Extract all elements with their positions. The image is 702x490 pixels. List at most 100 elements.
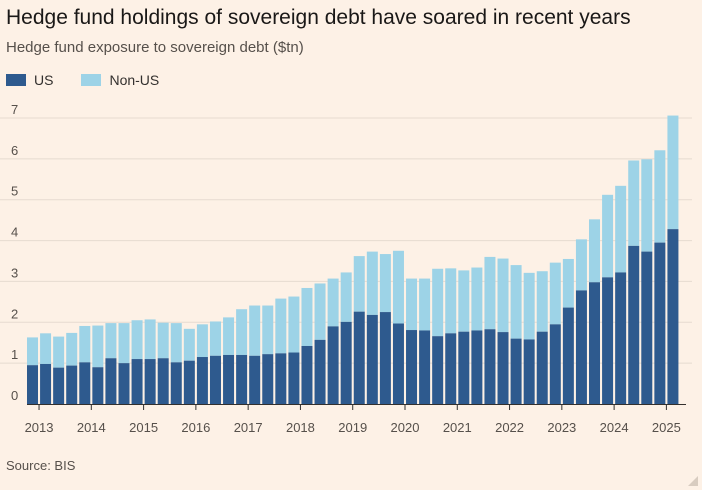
bar-us-2014Q3 bbox=[118, 363, 130, 404]
bar-non-us-2013Q4 bbox=[79, 325, 91, 363]
bar-non-us-2017Q2 bbox=[262, 305, 274, 355]
bar-us-2018Q4 bbox=[340, 321, 352, 404]
bar-us-2017Q3 bbox=[275, 353, 287, 404]
legend-item-us: US bbox=[6, 72, 53, 88]
bar-us-2019Q2 bbox=[366, 314, 378, 404]
bar-us-2015Q3 bbox=[170, 362, 182, 404]
bar-non-us-2023Q4 bbox=[602, 194, 614, 278]
bar-non-us-2019Q1 bbox=[353, 256, 365, 312]
bar-us-2022Q4 bbox=[549, 324, 561, 404]
bar-us-2015Q2 bbox=[157, 358, 169, 404]
bar-us-2019Q3 bbox=[379, 312, 391, 404]
y-tick-label-0: 0 bbox=[11, 388, 18, 403]
bar-non-us-2016Q3 bbox=[223, 317, 235, 355]
bar-non-us-2018Q1 bbox=[301, 287, 313, 346]
x-tick-label-2023: 2023 bbox=[547, 420, 576, 435]
bar-us-2021Q4 bbox=[497, 332, 509, 404]
bar-non-us-2017Q3 bbox=[275, 298, 287, 354]
bar-us-2021Q1 bbox=[458, 331, 470, 404]
bar-us-2016Q3 bbox=[223, 354, 235, 404]
x-tick-label-2018: 2018 bbox=[286, 420, 315, 435]
bar-non-us-2023Q2 bbox=[575, 239, 587, 291]
bar-us-2016Q4 bbox=[236, 354, 248, 404]
bar-non-us-2020Q3 bbox=[432, 268, 444, 337]
y-tick-label-7: 7 bbox=[11, 102, 18, 117]
bar-non-us-2015Q4 bbox=[183, 328, 195, 361]
bar-us-2021Q2 bbox=[471, 330, 483, 404]
bar-non-us-2016Q4 bbox=[236, 309, 248, 355]
bar-non-us-2024Q4 bbox=[654, 150, 666, 243]
bar-non-us-2024Q1 bbox=[615, 185, 627, 273]
bar-us-2024Q2 bbox=[628, 245, 640, 404]
bar-us-2014Q2 bbox=[105, 358, 117, 404]
bar-non-us-2013Q3 bbox=[66, 332, 78, 366]
bar-non-us-2013Q2 bbox=[53, 336, 65, 368]
bar-us-2013Q1 bbox=[40, 363, 52, 404]
x-tick-label-2017: 2017 bbox=[234, 420, 263, 435]
bar-us-2022Q1 bbox=[510, 338, 522, 404]
bar-us-2020Q2 bbox=[419, 330, 431, 404]
bar-us-2023Q2 bbox=[575, 290, 587, 404]
bar-non-us-2021Q4 bbox=[497, 258, 509, 333]
bar-us-2023Q1 bbox=[562, 307, 574, 404]
bar-non-us-2016Q2 bbox=[209, 321, 221, 356]
bar-non-us-2020Q4 bbox=[445, 268, 457, 334]
bar-non-us-2022Q2 bbox=[523, 272, 535, 340]
bar-us-2018Q1 bbox=[301, 345, 313, 404]
bar-us-2014Q4 bbox=[131, 359, 143, 404]
bar-non-us-2024Q3 bbox=[641, 159, 653, 252]
bar-non-us-2024Q2 bbox=[628, 160, 640, 246]
bar-non-us-2016Q1 bbox=[196, 324, 208, 358]
x-tick-label-2013: 2013 bbox=[25, 420, 54, 435]
bar-us-2016Q1 bbox=[196, 357, 208, 404]
bar-us-2024Q4 bbox=[654, 242, 666, 404]
bar-us-2017Q2 bbox=[262, 354, 274, 404]
bar-non-us-2018Q3 bbox=[327, 278, 339, 327]
bar-us-2013Q2 bbox=[53, 367, 65, 404]
y-tick-label-1: 1 bbox=[11, 347, 18, 362]
bar-us-2020Q4 bbox=[445, 333, 457, 404]
bar-non-us-2012Q4 bbox=[27, 337, 38, 366]
y-tick-label-5: 5 bbox=[11, 184, 18, 199]
bar-non-us-2014Q4 bbox=[131, 320, 143, 360]
bar-non-us-2017Q4 bbox=[288, 296, 300, 353]
bar-non-us-2014Q2 bbox=[105, 323, 117, 359]
bar-us-2013Q3 bbox=[66, 365, 78, 404]
bar-us-2019Q1 bbox=[353, 311, 365, 404]
bar-us-2020Q3 bbox=[432, 336, 444, 404]
x-tick-label-2016: 2016 bbox=[181, 420, 210, 435]
bar-non-us-2022Q1 bbox=[510, 265, 522, 339]
bar-non-us-2021Q1 bbox=[458, 270, 470, 332]
x-tick-label-2025: 2025 bbox=[652, 420, 681, 435]
bar-us-2017Q1 bbox=[249, 355, 261, 404]
bar-us-2022Q2 bbox=[523, 339, 535, 404]
bar-us-2024Q3 bbox=[641, 251, 653, 404]
bar-non-us-2018Q2 bbox=[314, 283, 326, 340]
bar-us-2013Q4 bbox=[79, 362, 91, 404]
bar-non-us-2020Q1 bbox=[406, 278, 418, 331]
bar-non-us-2015Q3 bbox=[170, 323, 182, 363]
bar-us-2016Q2 bbox=[209, 355, 221, 404]
legend-item-non-us: Non-US bbox=[81, 72, 159, 88]
y-tick-label-6: 6 bbox=[11, 143, 18, 158]
bar-non-us-2015Q1 bbox=[144, 319, 156, 360]
bar-non-us-2022Q3 bbox=[536, 271, 548, 332]
x-tick-label-2014: 2014 bbox=[77, 420, 106, 435]
bar-non-us-2022Q4 bbox=[549, 262, 561, 325]
bar-non-us-2015Q2 bbox=[157, 322, 169, 359]
legend: US Non-US bbox=[6, 71, 187, 89]
bar-us-2025Q1 bbox=[667, 229, 679, 404]
source-note: Source: BIS bbox=[6, 458, 76, 473]
bar-us-2021Q3 bbox=[484, 329, 496, 404]
legend-label-non-us: Non-US bbox=[109, 72, 160, 88]
bar-non-us-2021Q3 bbox=[484, 256, 496, 330]
y-tick-label-3: 3 bbox=[11, 265, 18, 280]
bar-us-2024Q1 bbox=[615, 272, 627, 404]
bar-non-us-2014Q3 bbox=[118, 323, 130, 364]
bar-non-us-2013Q1 bbox=[40, 333, 52, 364]
bar-us-2023Q4 bbox=[602, 277, 614, 404]
x-tick-label-2024: 2024 bbox=[600, 420, 629, 435]
bar-us-2023Q3 bbox=[589, 282, 601, 404]
bar-us-2020Q1 bbox=[406, 330, 418, 404]
